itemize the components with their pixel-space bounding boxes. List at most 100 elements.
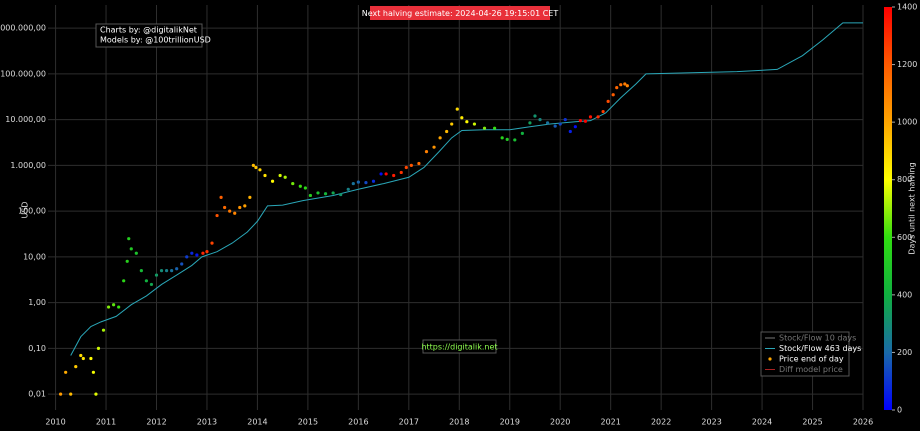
price-point bbox=[69, 392, 73, 396]
price-point bbox=[339, 192, 343, 197]
colorbar-tick-label: 800 bbox=[897, 175, 912, 184]
price-point bbox=[251, 163, 255, 167]
x-tick-label: 2013 bbox=[197, 418, 217, 427]
price-point bbox=[59, 392, 63, 396]
price-point bbox=[596, 115, 600, 119]
price-point bbox=[254, 165, 258, 170]
price-point bbox=[409, 163, 413, 167]
price-point bbox=[438, 136, 442, 140]
price-point bbox=[164, 269, 169, 273]
price-point bbox=[270, 179, 275, 183]
price-point bbox=[520, 131, 524, 135]
colorbar-tick-label: 200 bbox=[897, 348, 912, 357]
price-point bbox=[472, 122, 477, 126]
price-point bbox=[149, 282, 154, 287]
price-point bbox=[424, 149, 429, 154]
x-tick-label: 2015 bbox=[298, 418, 318, 427]
colorbar-tick-label: 1400 bbox=[897, 3, 917, 12]
price-point bbox=[94, 392, 98, 396]
price-point bbox=[283, 175, 287, 179]
price-point bbox=[351, 181, 355, 186]
price-point bbox=[243, 204, 247, 208]
price-point bbox=[538, 118, 542, 122]
chart-title: Next halving estimate: 2024-04-26 19:15:… bbox=[362, 9, 559, 18]
colorbar-label: Days until next halving bbox=[908, 162, 917, 254]
price-point bbox=[533, 114, 537, 118]
legend-label[interactable]: Diff model price bbox=[779, 365, 843, 374]
price-point bbox=[74, 364, 78, 369]
url[interactable]: https://digitalik.net bbox=[421, 343, 497, 352]
y-tick-label: 1,00 bbox=[28, 298, 46, 307]
legend-label[interactable]: Stock/Flow 463 days bbox=[779, 344, 861, 353]
price-point bbox=[159, 269, 164, 273]
price-point bbox=[611, 93, 615, 97]
legend-label[interactable]: Price end of day bbox=[779, 355, 844, 364]
price-point bbox=[112, 303, 116, 307]
price-point bbox=[190, 251, 194, 255]
x-tick-label: 2022 bbox=[651, 418, 671, 427]
price-point bbox=[573, 125, 577, 129]
price-point bbox=[228, 209, 232, 213]
plot-area bbox=[59, 22, 863, 396]
price-point bbox=[513, 138, 517, 142]
price-point bbox=[460, 116, 464, 120]
x-tick-label: 2010 bbox=[45, 418, 65, 427]
price-point bbox=[500, 136, 504, 140]
price-point bbox=[316, 191, 320, 195]
price-point bbox=[89, 356, 93, 361]
price-point bbox=[558, 122, 562, 126]
price-point bbox=[195, 253, 199, 257]
price-point bbox=[127, 237, 131, 241]
price-point bbox=[482, 126, 487, 130]
x-tick-label: 2019 bbox=[500, 418, 520, 427]
price-point bbox=[379, 172, 383, 176]
y-tick-label: 10,00 bbox=[23, 252, 46, 261]
legend-label[interactable]: Stock/Flow 10 days bbox=[779, 334, 856, 343]
price-point bbox=[528, 121, 532, 125]
price-point bbox=[106, 305, 111, 309]
price-point bbox=[238, 205, 242, 210]
price-point bbox=[134, 251, 138, 255]
price-point bbox=[129, 247, 133, 251]
price-point bbox=[201, 251, 205, 255]
price-point bbox=[91, 370, 96, 374]
price-point bbox=[432, 145, 436, 149]
price-point bbox=[392, 173, 396, 178]
colorbar-tick-label: 1200 bbox=[897, 60, 917, 69]
grid bbox=[48, 5, 864, 410]
price-point bbox=[219, 195, 223, 199]
colorbar-tick-label: 0 bbox=[897, 406, 902, 415]
colorbar-tick-label: 1000 bbox=[897, 118, 917, 127]
price-point bbox=[101, 328, 106, 332]
x-tick-label: 2012 bbox=[146, 418, 166, 427]
x-tick-label: 2025 bbox=[802, 418, 822, 427]
url-box bbox=[422, 339, 497, 354]
colorbar bbox=[884, 7, 892, 410]
price-point bbox=[583, 119, 588, 123]
y-tick-label: 1.000.000,00 bbox=[0, 24, 46, 33]
price-point bbox=[331, 191, 335, 195]
credit: Charts by: @digitalikNet bbox=[100, 26, 197, 35]
price-point bbox=[263, 173, 267, 178]
price-point bbox=[258, 168, 262, 172]
price-point bbox=[563, 118, 567, 122]
price-point bbox=[96, 346, 101, 350]
price-point bbox=[505, 137, 509, 141]
credits-box bbox=[95, 23, 203, 48]
price-point bbox=[205, 250, 209, 254]
price-point bbox=[248, 195, 252, 199]
price-point bbox=[606, 99, 610, 104]
price-point bbox=[323, 192, 328, 196]
price-point bbox=[417, 161, 421, 166]
price-point bbox=[180, 262, 184, 266]
price-point bbox=[175, 267, 179, 271]
price-point bbox=[588, 115, 593, 119]
price-point bbox=[215, 213, 219, 218]
price-point bbox=[578, 119, 582, 123]
y-axis-label: USD bbox=[21, 201, 30, 218]
price-point bbox=[364, 181, 368, 185]
x-tick-label: 2021 bbox=[600, 418, 620, 427]
price-point bbox=[144, 279, 149, 283]
x-tick-label: 2020 bbox=[550, 418, 570, 427]
